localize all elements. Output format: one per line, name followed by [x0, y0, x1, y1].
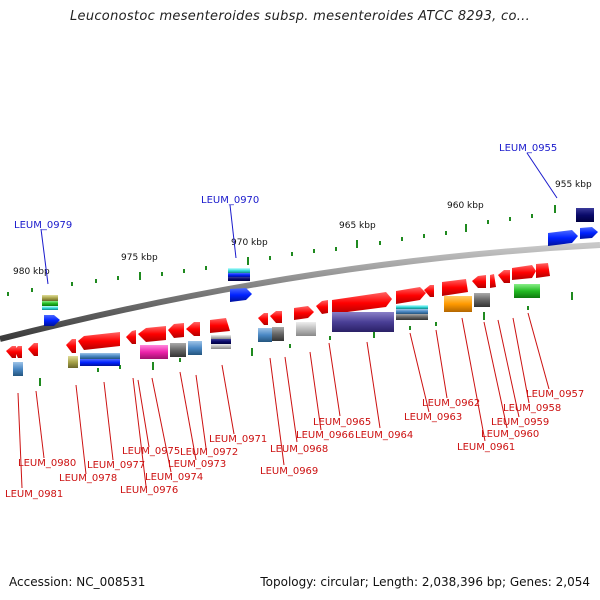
- gene-label-leum-0978[interactable]: LEUM_0978: [59, 473, 117, 484]
- gene-block[interactable]: [228, 268, 250, 273]
- gene-arrow[interactable]: [396, 287, 426, 304]
- gene-block[interactable]: [68, 356, 78, 368]
- top-leaders: [40, 152, 558, 285]
- gene-block[interactable]: [42, 306, 58, 310]
- gene-label-leum-0957[interactable]: LEUM_0957: [526, 389, 584, 400]
- top-strand-genes: [42, 208, 598, 326]
- gene-block[interactable]: [576, 208, 594, 222]
- gene-block[interactable]: [140, 345, 168, 359]
- gene-label-leum-0962[interactable]: LEUM_0962: [422, 398, 480, 409]
- scale-ticks-upper: [7, 205, 556, 296]
- genome-summary: Topology: circular; Length: 2,038,396 bp…: [260, 575, 590, 589]
- gene-arrow[interactable]: [498, 270, 510, 283]
- gene-block[interactable]: [514, 284, 540, 298]
- gene-label-leum-0970[interactable]: LEUM_0970: [201, 195, 259, 206]
- forward-genes: [6, 263, 550, 376]
- gene-block[interactable]: [396, 305, 428, 309]
- gene-arrow[interactable]: [442, 279, 468, 296]
- gene-block[interactable]: [80, 353, 120, 359]
- gene-label-leum-0963[interactable]: LEUM_0963: [404, 412, 462, 423]
- gene-block[interactable]: [272, 327, 284, 341]
- gene-arrow[interactable]: [210, 318, 230, 333]
- gene-block[interactable]: [258, 328, 272, 342]
- gene-block[interactable]: [228, 273, 250, 277]
- gene-block[interactable]: [211, 335, 231, 339]
- gene-block[interactable]: [396, 314, 428, 320]
- gene-label-leum-0964[interactable]: LEUM_0964: [355, 430, 413, 441]
- genome-backbone: [0, 242, 600, 342]
- gene-label-leum-0959[interactable]: LEUM_0959: [491, 417, 549, 428]
- gene-arrow[interactable]: [126, 330, 136, 344]
- gene-label-leum-0980[interactable]: LEUM_0980: [18, 458, 76, 469]
- scale-label-975: 975 kbp: [121, 253, 158, 263]
- gene-label-leum-0969[interactable]: LEUM_0969: [260, 466, 318, 477]
- scale-label-980: 980 kbp: [13, 267, 50, 277]
- gene-block[interactable]: [296, 322, 316, 336]
- gene-label-leum-0974[interactable]: LEUM_0974: [145, 472, 203, 483]
- gene-label-leum-0976[interactable]: LEUM_0976: [120, 485, 178, 496]
- gene-block[interactable]: [42, 301, 58, 306]
- gene-block[interactable]: [13, 362, 23, 376]
- gene-arrow[interactable]: [270, 311, 282, 323]
- gene-block[interactable]: [474, 293, 490, 307]
- gene-arrow[interactable]: [580, 227, 598, 239]
- gene-label-leum-0961[interactable]: LEUM_0961: [457, 442, 515, 453]
- gene-arrow[interactable]: [168, 323, 184, 338]
- gene-block[interactable]: [228, 277, 250, 281]
- gene-arrow[interactable]: [490, 274, 496, 288]
- gene-arrow[interactable]: [138, 326, 166, 342]
- gene-arrow[interactable]: [258, 313, 268, 325]
- gene-arrow[interactable]: [14, 346, 22, 358]
- gene-arrow[interactable]: [316, 300, 328, 314]
- gene-block[interactable]: [396, 309, 428, 314]
- gene-arrow[interactable]: [332, 292, 392, 314]
- gene-arrow[interactable]: [44, 315, 60, 326]
- gene-arrow[interactable]: [536, 263, 550, 278]
- gene-label-leum-0971[interactable]: LEUM_0971: [209, 434, 267, 445]
- gene-label-leum-0960[interactable]: LEUM_0960: [481, 429, 539, 440]
- gene-block[interactable]: [188, 341, 202, 355]
- gene-label-leum-0975[interactable]: LEUM_0975: [122, 446, 180, 457]
- gene-label-leum-0965[interactable]: LEUM_0965: [313, 417, 371, 428]
- gene-label-leum-0981[interactable]: LEUM_0981: [5, 489, 63, 500]
- gene-block[interactable]: [42, 295, 58, 301]
- gene-arrow[interactable]: [294, 306, 314, 320]
- gene-label-leum-0973[interactable]: LEUM_0973: [168, 459, 226, 470]
- scale-label-960: 960 kbp: [447, 201, 484, 211]
- gene-label-leum-0968[interactable]: LEUM_0968: [270, 444, 328, 455]
- gene-arrow[interactable]: [472, 275, 486, 288]
- gene-block[interactable]: [211, 339, 231, 344]
- gene-arrow[interactable]: [6, 346, 16, 358]
- gene-block[interactable]: [332, 312, 394, 332]
- gene-label-leum-0955[interactable]: LEUM_0955: [499, 143, 557, 154]
- gene-block[interactable]: [444, 296, 472, 312]
- scale-label-955: 955 kbp: [555, 180, 592, 190]
- gene-label-leum-0972[interactable]: LEUM_0972: [180, 447, 238, 458]
- gene-arrow[interactable]: [28, 343, 38, 356]
- gene-label-leum-0977[interactable]: LEUM_0977: [87, 460, 145, 471]
- gene-label-leum-0958[interactable]: LEUM_0958: [503, 403, 561, 414]
- scale-label-965: 965 kbp: [339, 221, 376, 231]
- gene-arrow[interactable]: [230, 288, 252, 302]
- gene-block[interactable]: [170, 343, 186, 357]
- scale-label-970: 970 kbp: [231, 238, 268, 248]
- gene-block[interactable]: [80, 359, 120, 366]
- bottom-leaders: [17, 312, 550, 489]
- gene-arrow[interactable]: [548, 230, 578, 246]
- map-title: Leuconostoc mesenteroides subsp. mesente…: [69, 9, 531, 24]
- gene-block[interactable]: [211, 344, 231, 349]
- gene-label-leum-0966[interactable]: LEUM_0966: [296, 430, 354, 441]
- gene-arrow[interactable]: [78, 332, 120, 350]
- gene-arrow[interactable]: [512, 265, 536, 280]
- gene-arrow[interactable]: [186, 322, 200, 336]
- accession-label: Accession: NC_008531: [9, 575, 146, 589]
- gene-arrow[interactable]: [66, 339, 76, 353]
- gene-arrow[interactable]: [424, 285, 434, 297]
- gene-label-leum-0979[interactable]: LEUM_0979: [14, 220, 72, 231]
